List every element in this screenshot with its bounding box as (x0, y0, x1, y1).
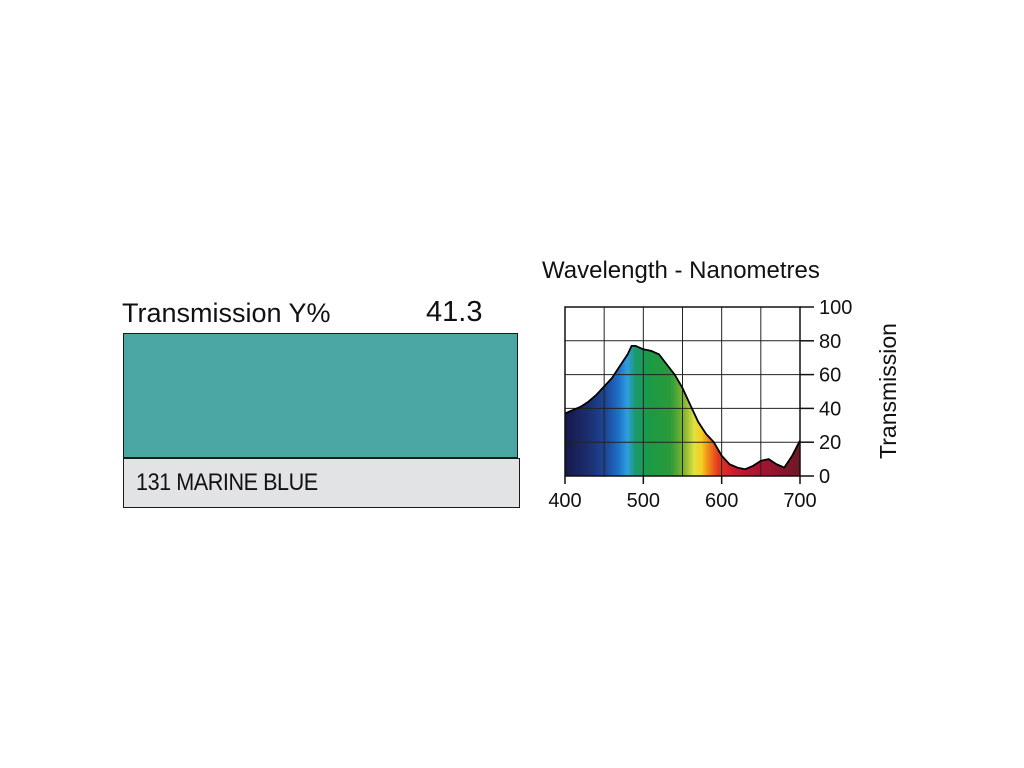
y-tick-label: 0 (819, 466, 830, 488)
x-tick-label: 600 (705, 490, 738, 512)
transmission-label: Transmission Y% (122, 298, 331, 328)
x-tick-label: 500 (627, 490, 660, 512)
x-tick-label: 400 (548, 490, 581, 512)
filter-name-box: 131 MARINE BLUE (123, 458, 520, 508)
plot-frame (564, 306, 801, 477)
plot-area: 0 20 40 60 80 100 400 500 600 700 (548, 297, 852, 512)
color-swatch (123, 333, 518, 458)
x-tick-label: 700 (783, 490, 816, 512)
filter-name: 131 MARINE BLUE (136, 469, 318, 496)
transmission-chart: Wavelength - Nanometres 0 20 40 60 80 100 400 5… (542, 257, 901, 512)
y-tick-label: 100 (819, 297, 852, 319)
y-axis-label: Transmission (875, 323, 901, 459)
chart-title: Wavelength - Nanometres (542, 257, 820, 284)
y-tick-label: 80 (819, 331, 841, 353)
transmission-value: 41.3 (426, 296, 483, 328)
y-tick-label: 20 (819, 432, 841, 454)
y-tick-label: 60 (819, 365, 841, 387)
transmission-line (564, 345, 801, 471)
y-tick-label: 40 (819, 398, 841, 420)
